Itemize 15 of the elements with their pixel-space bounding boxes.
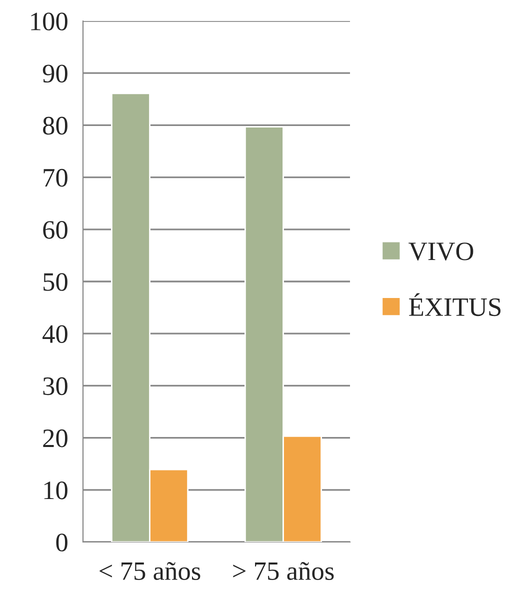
y-tick-label: 70 xyxy=(44,168,68,187)
y-tick-label: 0 xyxy=(56,534,68,552)
legend-label: ÉXITUS xyxy=(409,293,500,316)
y-tick-label: 30 xyxy=(43,377,68,396)
y-tick-label: 100 xyxy=(31,12,68,30)
x-tick-label: > 75 años xyxy=(233,562,334,580)
y-tick-label: 10 xyxy=(44,482,68,500)
x-tick-label: < 75 años xyxy=(100,562,200,580)
y-tick-label: 40 xyxy=(42,325,68,344)
y-tick-label: 90 xyxy=(42,64,68,83)
y-tick-label: 60 xyxy=(43,221,68,239)
y-tick-label: 80 xyxy=(43,116,68,135)
y-tick-label: 50 xyxy=(44,273,68,291)
y-tick-label: 20 xyxy=(43,429,68,448)
legend-label: VIVO xyxy=(408,242,474,260)
